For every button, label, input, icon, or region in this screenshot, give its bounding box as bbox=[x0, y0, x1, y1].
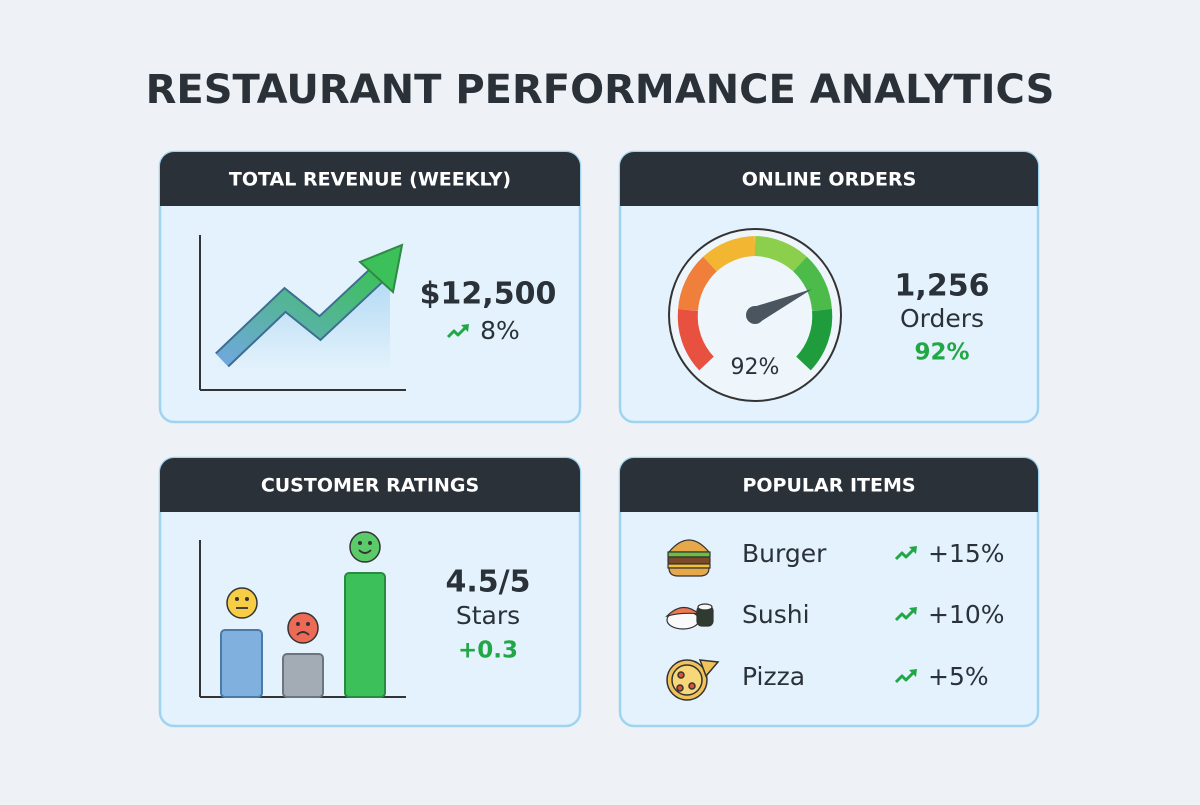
card-title: POPULAR ITEMS bbox=[742, 475, 915, 497]
item-name: Pizza bbox=[742, 662, 805, 691]
card-revenue: TOTAL REVENUE (WEEKLY) $12,500 8% bbox=[158, 150, 582, 424]
card-ratings: CUSTOMER RATINGS 4.5/5 Stars +0.3 bbox=[158, 456, 582, 728]
ratings-change: +0.3 bbox=[458, 638, 518, 664]
item-change: +5% bbox=[928, 662, 989, 691]
item-change: +15% bbox=[928, 539, 1005, 568]
card-title: CUSTOMER RATINGS bbox=[261, 475, 479, 497]
ratings-unit: Stars bbox=[456, 601, 520, 630]
page-title: RESTAURANT PERFORMANCE ANALYTICS bbox=[146, 67, 1055, 113]
item-change: +10% bbox=[928, 600, 1005, 629]
orders-unit: Orders bbox=[900, 304, 984, 333]
card-title: ONLINE ORDERS bbox=[742, 169, 917, 191]
revenue-change: 8% bbox=[480, 316, 520, 345]
ratings-value: 4.5/5 bbox=[446, 565, 531, 600]
item-name: Burger bbox=[742, 539, 827, 568]
card-orders: ONLINE ORDERS 92% 1,256 Orders 92% bbox=[618, 150, 1040, 424]
pizza-icon bbox=[666, 659, 720, 701]
orders-change: 92% bbox=[914, 340, 969, 366]
orders-value: 1,256 bbox=[895, 269, 990, 304]
card-items: POPULAR ITEMS Burger Sushi Pizza bbox=[618, 456, 1040, 728]
card-title: TOTAL REVENUE (WEEKLY) bbox=[229, 169, 511, 191]
gauge-label: 92% bbox=[731, 355, 780, 380]
burger-icon bbox=[667, 539, 711, 577]
revenue-value: $12,500 bbox=[420, 277, 557, 312]
item-name: Sushi bbox=[742, 600, 810, 629]
sushi-icon bbox=[665, 603, 714, 630]
